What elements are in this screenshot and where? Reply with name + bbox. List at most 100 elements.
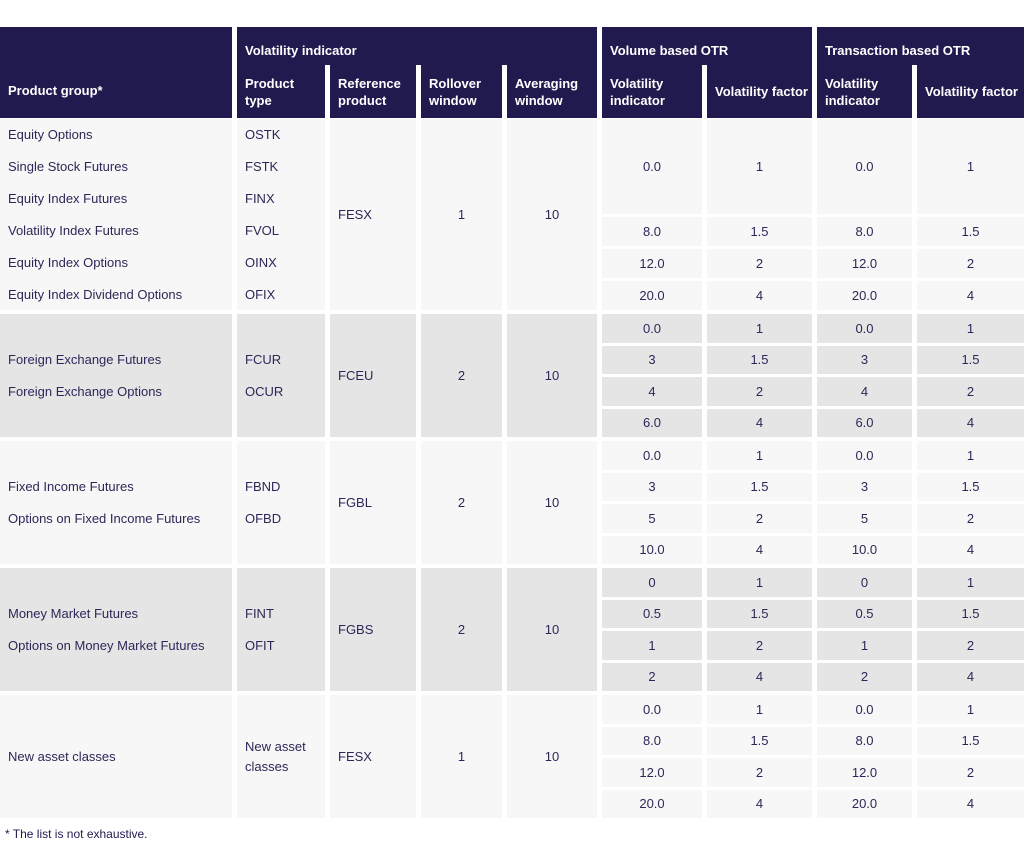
header-product-group: Product group* [0, 27, 232, 118]
transaction-otr-volatility-factor: 4 [917, 535, 1024, 564]
product-type-code: FINT [245, 605, 274, 621]
header-col-volatility-indicator-product-type: Product type [237, 65, 325, 118]
volume-otr-volatility-factor: 1 [707, 119, 812, 214]
product-type-code: OFBD [245, 510, 282, 526]
product-group-name: Single Stock Futures [8, 158, 128, 174]
product-group-name: Equity Index Dividend Options [8, 286, 183, 302]
section-fixed-income-futures: Fixed Income Futures Options on Fixed Inc… [0, 441, 1024, 564]
product-group-cell: Equity Options Single Stock Futures Equity… [0, 119, 232, 310]
volume-otr-volatility-indicator: 20.0 [602, 789, 702, 818]
transaction-otr-volatility-indicator: 0.0 [817, 119, 912, 214]
transaction-otr-volatility-factor: 1 [917, 314, 1024, 343]
transaction-otr-volatility-factor: 4 [917, 408, 1024, 437]
transaction-otr-volatility-factor: 1.5 [917, 726, 1024, 755]
reference-product: FGBL [330, 441, 416, 564]
volume-otr-volatility-factor: 4 [707, 789, 812, 818]
rollover-window-value: 1 [421, 695, 502, 818]
product-group-name: Foreign Exchange Futures [8, 351, 162, 367]
volume-otr-volatility-factor: 2 [707, 758, 812, 787]
table-body: Equity Options Single Stock Futures Equity… [0, 119, 1024, 818]
transaction-otr-volatility-factor: 1.5 [917, 345, 1024, 374]
volume-otr-volatility-factor: 1 [707, 568, 812, 597]
volume-otr-volatility-factor: 1 [707, 695, 812, 724]
section-equity-options: Equity Options Single Stock Futures Equity… [0, 119, 1024, 310]
product-type-code: FVOL [245, 222, 279, 238]
volume-otr-volatility-indicator: 2 [602, 662, 702, 691]
volume-otr-volatility-indicator: 10.0 [602, 535, 702, 564]
volume-otr-volatility-factor: 4 [707, 281, 812, 310]
transaction-otr-volatility-factor: 2 [917, 631, 1024, 660]
volume-otr-volatility-indicator: 6.0 [602, 408, 702, 437]
section-foreign-exchange-futures: Foreign Exchange Futures Foreign Exchange… [0, 314, 1024, 437]
product-group-name: Options on Money Market Futures [8, 637, 205, 653]
transaction-otr-volatility-indicator: 12.0 [817, 758, 912, 787]
volume-otr-volatility-indicator: 1 [602, 631, 702, 660]
product-type-cell: New asset classes [237, 695, 325, 818]
header-col-volume-based-otr-volatility-factor: Volatility factor [707, 65, 812, 118]
product-group-name: Options on Fixed Income Futures [8, 510, 201, 526]
volume-otr-volatility-factor: 1.5 [707, 217, 812, 246]
product-group-cell: New asset classes [0, 695, 232, 818]
product-group-name: Equity Index Futures [8, 190, 128, 206]
transaction-otr-volatility-indicator: 0.0 [817, 441, 912, 470]
averaging-window-value: 10 [507, 119, 597, 310]
header-group-transaction-based-otr: Transaction based OTR [817, 27, 1024, 65]
rollover-window-value: 2 [421, 568, 502, 691]
product-group-cell: Money Market Futures Options on Money Mar… [0, 568, 232, 691]
header-col-volatility-indicator-rollover-window: Rollover window [421, 65, 502, 118]
footnote: * The list is not exhaustive. [5, 827, 148, 841]
transaction-otr-volatility-indicator: 12.0 [817, 249, 912, 278]
averaging-window-value: 10 [507, 314, 597, 437]
volume-otr-volatility-indicator: 0.0 [602, 314, 702, 343]
transaction-otr-volatility-factor: 1 [917, 119, 1024, 214]
volume-otr-volatility-indicator: 5 [602, 504, 702, 533]
reference-product: FESX [330, 119, 416, 310]
transaction-otr-volatility-factor: 1 [917, 441, 1024, 470]
volume-otr-volatility-indicator: 3 [602, 472, 702, 501]
volume-otr-volatility-indicator: 8.0 [602, 217, 702, 246]
product-type-code: New asset classes [245, 738, 306, 774]
product-group-name: Money Market Futures [8, 605, 139, 621]
rollover-window-value: 2 [421, 314, 502, 437]
transaction-otr-volatility-indicator: 3 [817, 345, 912, 374]
volume-otr-volatility-factor: 1.5 [707, 599, 812, 628]
table-header: Product group* Volatility indicator Produc… [0, 27, 1024, 118]
volume-otr-volatility-indicator: 20.0 [602, 281, 702, 310]
product-type-cell: FBND OFBD [237, 441, 325, 564]
product-group-name: Equity Index Options [8, 254, 128, 270]
header-col-transaction-based-otr-volatility-indicator: Volatility indicator [817, 65, 912, 118]
product-type-code: OFIX [245, 286, 276, 302]
transaction-otr-volatility-factor: 2 [917, 504, 1024, 533]
header-col-transaction-based-otr-volatility-factor: Volatility factor [917, 65, 1024, 118]
otr-table: Product group* Volatility indicator Produc… [0, 27, 1024, 841]
transaction-otr-volatility-indicator: 0.0 [817, 695, 912, 724]
transaction-otr-volatility-factor: 1.5 [917, 217, 1024, 246]
header-col-volatility-indicator-averaging-window: Averaging window [507, 65, 597, 118]
volume-otr-volatility-indicator: 12.0 [602, 249, 702, 278]
volume-otr-volatility-factor: 2 [707, 377, 812, 406]
transaction-otr-volatility-factor: 1.5 [917, 599, 1024, 628]
volume-otr-volatility-indicator: 0.5 [602, 599, 702, 628]
product-group-name: Foreign Exchange Options [8, 383, 162, 399]
transaction-otr-volatility-indicator: 20.0 [817, 789, 912, 818]
transaction-otr-volatility-factor: 4 [917, 789, 1024, 818]
section-money-market-futures: Money Market Futures Options on Money Mar… [0, 568, 1024, 691]
transaction-otr-volatility-factor: 1 [917, 568, 1024, 597]
transaction-otr-volatility-indicator: 0.5 [817, 599, 912, 628]
transaction-otr-volatility-indicator: 0.0 [817, 314, 912, 343]
reference-product: FESX [330, 695, 416, 818]
volume-otr-volatility-indicator: 0 [602, 568, 702, 597]
product-group-name: Equity Options [8, 126, 93, 142]
transaction-otr-volatility-factor: 1.5 [917, 472, 1024, 501]
averaging-window-value: 10 [507, 695, 597, 818]
transaction-otr-volatility-factor: 2 [917, 249, 1024, 278]
transaction-otr-volatility-indicator: 8.0 [817, 217, 912, 246]
transaction-otr-volatility-factor: 4 [917, 662, 1024, 691]
volume-otr-volatility-indicator: 4 [602, 377, 702, 406]
volume-otr-volatility-factor: 2 [707, 249, 812, 278]
product-type-code: FBND [245, 478, 281, 494]
product-group-name: New asset classes [8, 748, 116, 764]
transaction-otr-volatility-factor: 4 [917, 281, 1024, 310]
averaging-window-value: 10 [507, 441, 597, 564]
transaction-otr-volatility-indicator: 5 [817, 504, 912, 533]
